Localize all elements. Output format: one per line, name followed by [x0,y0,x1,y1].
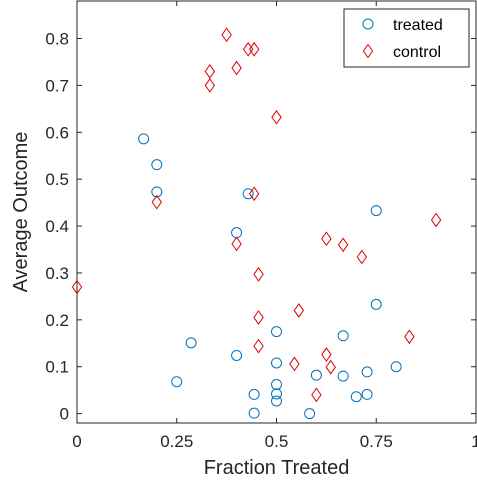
control-point [271,109,282,125]
x-tick-label: 1 [471,432,477,451]
data-points [71,27,442,420]
treated-point [242,188,254,200]
y-axis-title: Average Outcome [10,132,32,293]
control-point [430,212,442,228]
control-point [404,329,415,345]
control-point [356,249,368,265]
control-point [231,60,242,76]
control-point [321,347,332,362]
treated-point [151,159,163,171]
treated-point [151,186,163,198]
y-tick-label: 0.6 [45,123,69,142]
control-point [204,63,216,79]
y-tick-label: 0.7 [45,76,69,95]
x-tick-label: 0.25 [160,432,193,451]
legend-box [343,8,470,68]
x-tick-label: 0 [72,432,81,451]
treated-point [271,379,282,391]
control-point [248,41,260,57]
treated-point [304,408,316,420]
x-tick-label: 0.5 [265,432,289,451]
legend: treated control [343,8,470,68]
treated-point [271,326,282,338]
control-point [253,338,264,354]
treated-point [337,330,349,342]
series-treated [138,133,402,420]
legend-marker-control [362,43,374,59]
y-tick-label: 0.1 [45,358,69,377]
treated-point [248,388,260,400]
legend-label-control: control [393,44,441,61]
control-point [151,194,163,210]
treated-point [271,388,282,400]
x-axis-title: Fraction Treated [204,457,350,479]
treated-point [231,227,243,239]
control-point [321,231,332,247]
control-point [337,237,349,253]
treated-point [271,395,282,407]
axis-ticks: 0 0.25 0.5 0.75 1 0 0.1 0.2 0.3 0.4 0.5 0.6 0.7 0.8 [45,1,477,451]
treated-point [310,369,322,381]
treated-point [361,366,373,378]
treated-point [370,298,382,310]
control-point [325,359,336,375]
control-point [231,236,242,252]
y-tick-label: 0.4 [45,217,69,236]
treated-point [171,376,183,388]
control-point [221,27,232,43]
y-tick-label: 0 [60,405,69,424]
control-point [289,356,300,372]
treated-point [248,407,260,419]
control-point [253,310,264,325]
y-tick-label: 0.5 [45,170,69,189]
treated-point [138,133,150,145]
control-point [253,266,264,282]
control-point [71,279,83,295]
x-tick-label: 0.75 [360,432,393,451]
treated-point [185,337,197,349]
series-control [71,27,442,403]
treated-point [337,370,349,382]
control-point [204,78,216,93]
control-point [242,41,254,57]
y-tick-label: 0.8 [45,30,69,49]
control-point [311,387,322,403]
treated-point [390,361,402,373]
treated-point [350,391,362,403]
control-point [248,186,260,202]
treated-point [361,388,373,400]
y-tick-label: 0.2 [45,311,69,330]
y-tick-label: 0.3 [45,264,69,283]
treated-point [370,205,382,217]
legend-marker-treated [362,18,374,30]
treated-point [271,357,282,369]
control-point [293,303,305,318]
legend-label-treated: treated [393,17,443,34]
treated-point [231,349,243,361]
